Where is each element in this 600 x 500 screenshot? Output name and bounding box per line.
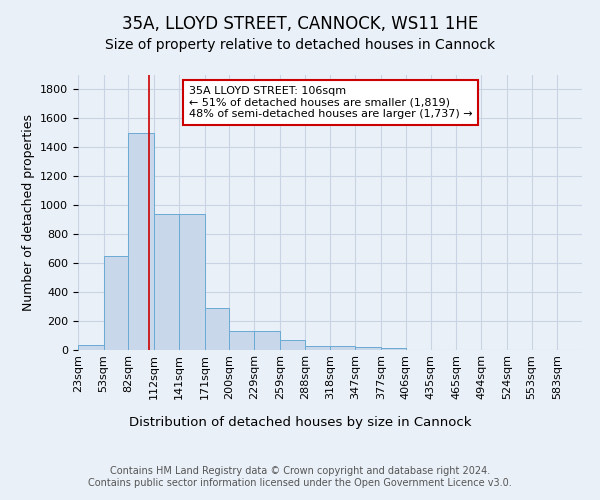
Bar — [128, 133, 154, 350]
Bar — [280, 340, 305, 350]
Bar — [331, 346, 355, 350]
Y-axis label: Number of detached properties: Number of detached properties — [22, 114, 35, 311]
Bar — [154, 214, 179, 350]
Text: Contains HM Land Registry data © Crown copyright and database right 2024.
Contai: Contains HM Land Registry data © Crown c… — [88, 466, 512, 487]
Bar — [381, 348, 406, 350]
Text: 35A LLOYD STREET: 106sqm
← 51% of detached houses are smaller (1,819)
48% of sem: 35A LLOYD STREET: 106sqm ← 51% of detach… — [189, 86, 473, 119]
Bar — [229, 331, 254, 350]
Bar — [78, 345, 104, 350]
Bar — [254, 331, 280, 350]
Bar — [355, 347, 381, 350]
Text: Distribution of detached houses by size in Cannock: Distribution of detached houses by size … — [129, 416, 471, 429]
Bar — [305, 346, 331, 350]
Bar — [205, 308, 229, 350]
Text: 35A, LLOYD STREET, CANNOCK, WS11 1HE: 35A, LLOYD STREET, CANNOCK, WS11 1HE — [122, 15, 478, 33]
Text: Size of property relative to detached houses in Cannock: Size of property relative to detached ho… — [105, 38, 495, 52]
Bar — [179, 214, 205, 350]
Bar — [104, 256, 128, 350]
